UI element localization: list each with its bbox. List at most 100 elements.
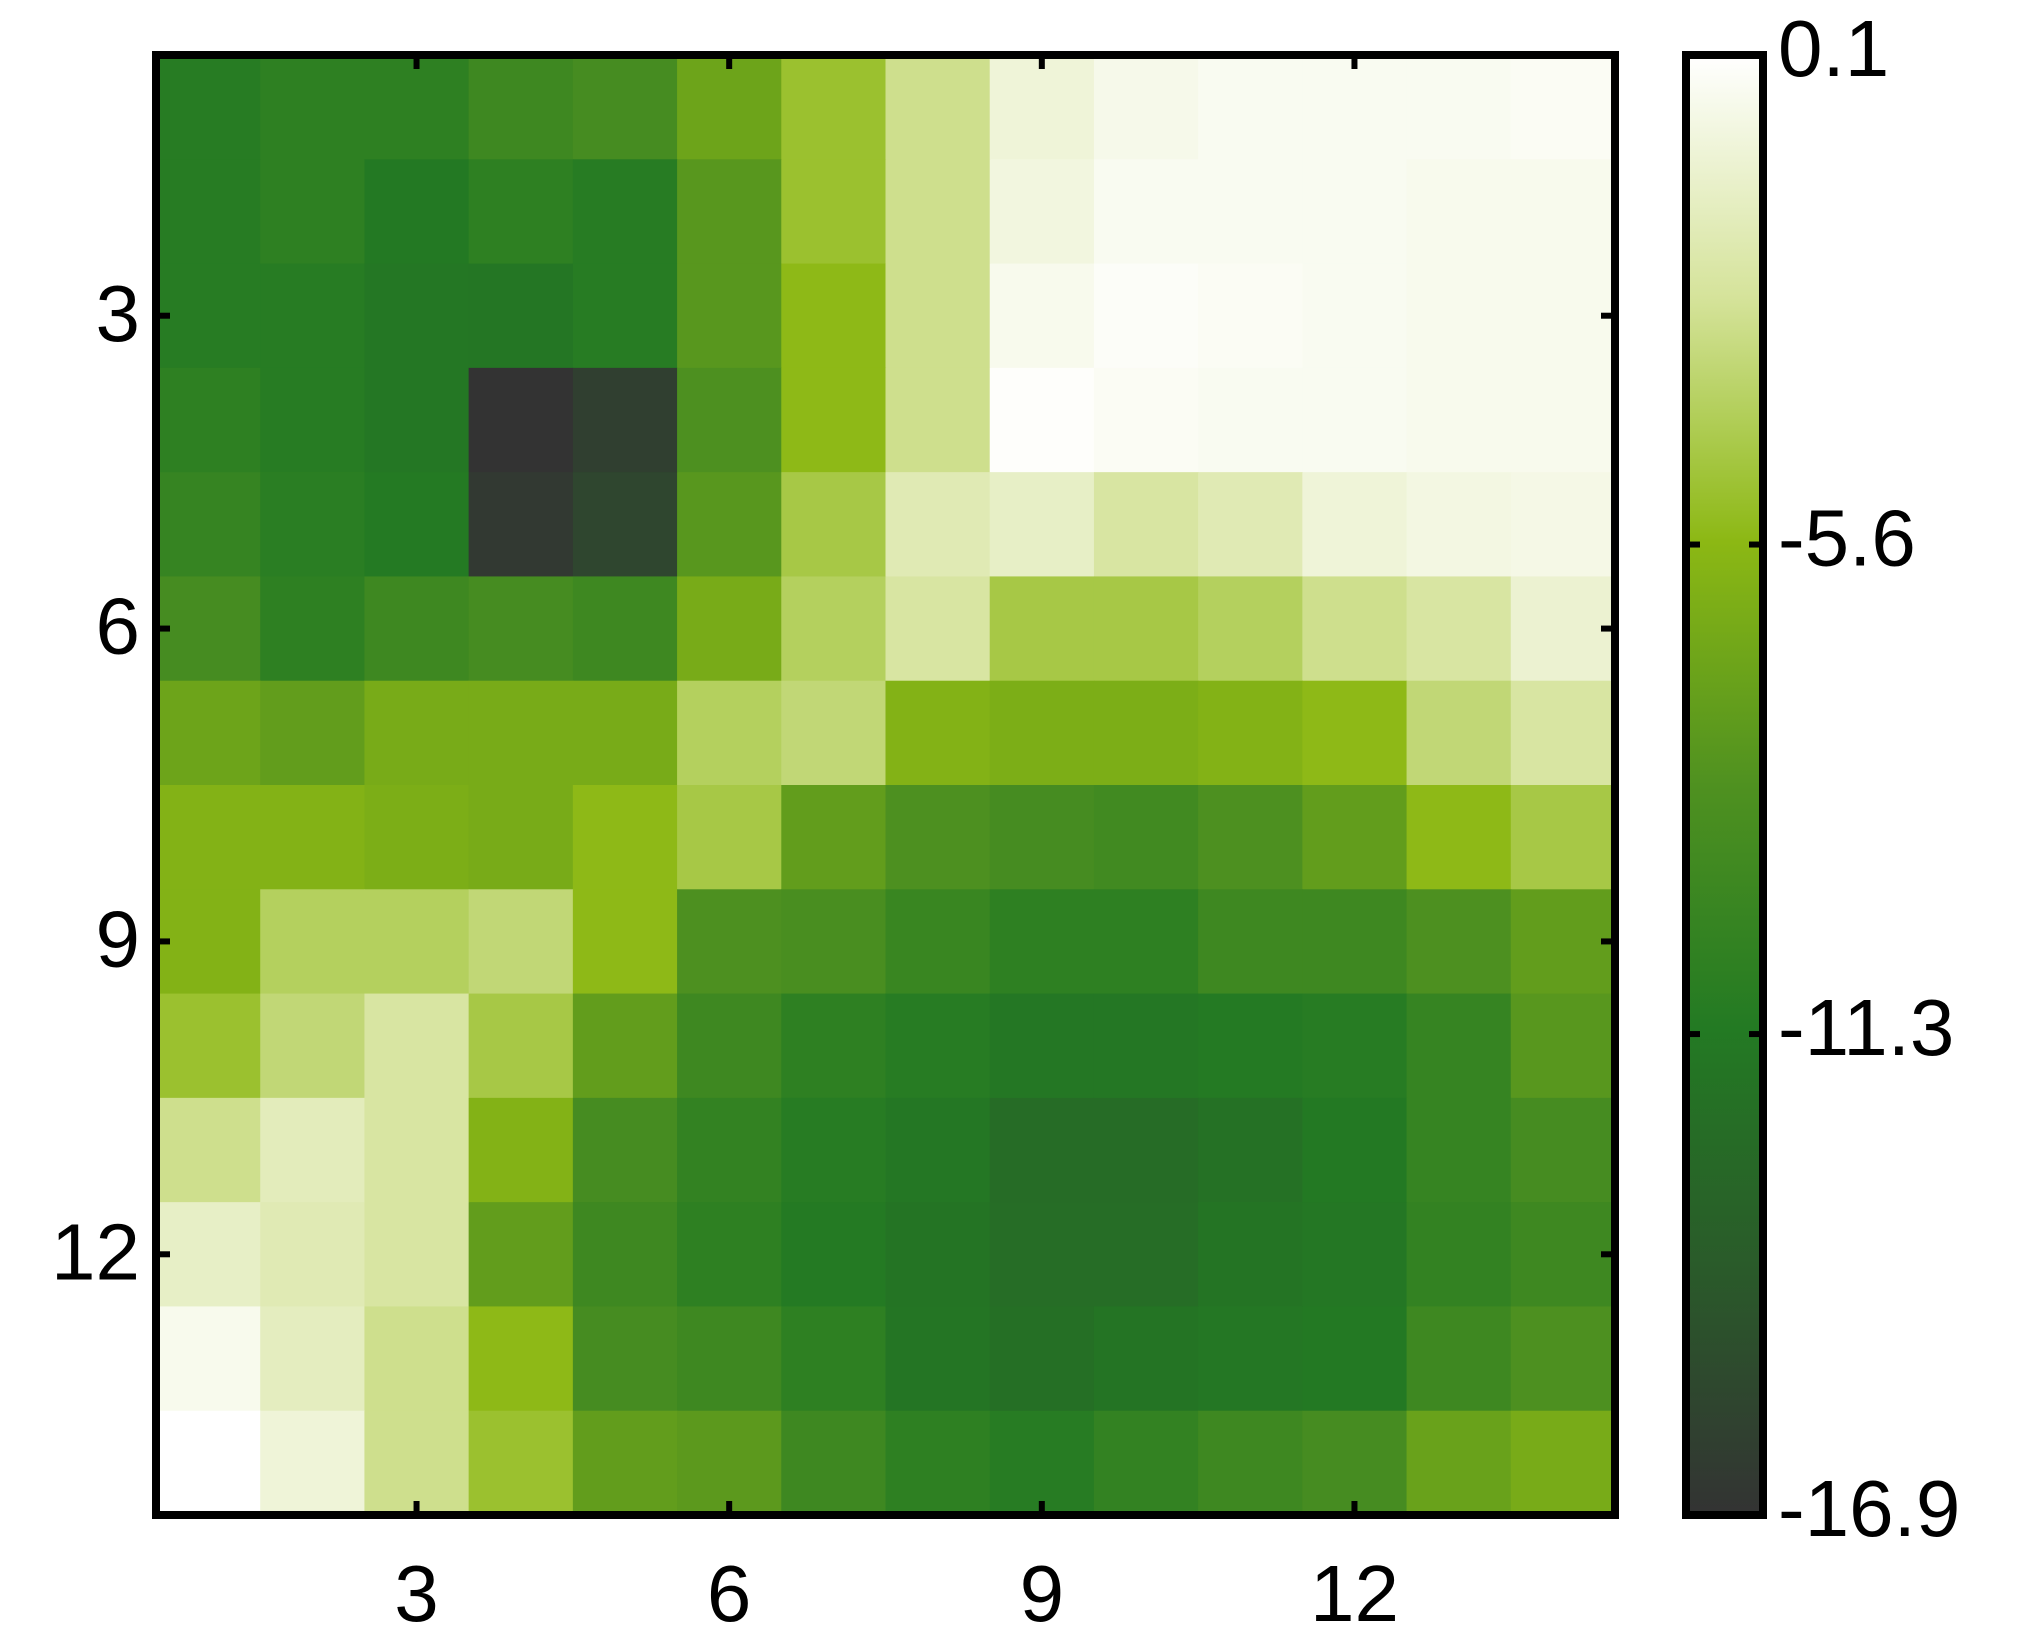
heatmap-cell <box>468 367 574 473</box>
heatmap-cell <box>156 680 261 786</box>
heatmap-cell <box>1406 367 1512 473</box>
y-tick-label: 12 <box>51 1207 140 1296</box>
heatmap-cell <box>156 263 261 369</box>
heatmap-cell <box>156 889 261 995</box>
heatmap-cell <box>260 472 366 578</box>
heatmap-cell <box>1198 680 1303 786</box>
heatmap-cell <box>781 1097 887 1203</box>
heatmap-cell <box>364 1097 470 1203</box>
heatmap-cell <box>468 1306 574 1412</box>
heatmap-cell <box>1198 785 1303 890</box>
heatmap-cell <box>468 55 574 160</box>
heatmap-cell <box>364 889 470 995</box>
y-tick-label: 6 <box>96 582 141 671</box>
heatmap-cell <box>260 785 366 890</box>
heatmap-cell <box>364 1306 470 1412</box>
y-tick-label: 3 <box>96 269 141 358</box>
x-tick-label: 12 <box>1310 1549 1399 1638</box>
heatmap-cell <box>781 785 887 890</box>
heatmap-cell <box>1093 472 1199 578</box>
heatmap-cell <box>1093 55 1199 160</box>
heatmap-cell <box>1093 785 1199 890</box>
heatmap-cell <box>989 55 1095 160</box>
heatmap-cell <box>260 55 366 160</box>
heatmap-cell <box>1510 1097 1616 1203</box>
heatmap-cell <box>781 159 887 265</box>
heatmap-cell <box>572 1410 678 1516</box>
heatmap-cell <box>989 576 1095 682</box>
heatmap-cell <box>781 1410 887 1516</box>
heatmap-cell <box>1406 576 1512 682</box>
heatmap-cell <box>572 785 678 890</box>
heatmap-cell <box>677 680 782 786</box>
heatmap-cell <box>1093 159 1199 265</box>
heatmap-cell <box>989 1097 1095 1203</box>
heatmap-cell <box>1406 263 1512 369</box>
heatmap-cell <box>156 1410 261 1516</box>
heatmap-cell <box>677 263 782 369</box>
heatmap-cell <box>781 680 887 786</box>
heatmap-cell <box>1093 1202 1199 1308</box>
heatmap-cell <box>1510 159 1616 265</box>
heatmap-cell <box>781 1202 887 1308</box>
heatmap-cell <box>781 1306 887 1412</box>
heatmap-cell <box>1302 263 1408 369</box>
heatmap-cell <box>468 1410 574 1516</box>
heatmap-cell <box>677 159 782 265</box>
heatmap-cell <box>1510 472 1616 578</box>
heatmap-cell <box>1510 367 1616 473</box>
heatmap-cell <box>468 1202 574 1308</box>
heatmap-cell <box>1093 1410 1199 1516</box>
heatmap-cell <box>572 1097 678 1203</box>
heatmap-cell <box>1510 1410 1616 1516</box>
heatmap-cell <box>156 1306 261 1412</box>
heatmap-cell <box>468 785 574 890</box>
heatmap-cell <box>781 576 887 682</box>
heatmap-cell <box>1198 472 1303 578</box>
colorbar-tick-label: 0.1 <box>1778 4 1889 93</box>
heatmap-cell <box>1302 55 1408 160</box>
heatmap-cell <box>1198 159 1303 265</box>
heatmap-cell <box>885 1097 991 1203</box>
heatmap-cell <box>677 472 782 578</box>
x-tick-label: 6 <box>707 1549 752 1638</box>
heatmap-cell <box>1093 1306 1199 1412</box>
colorbar-tick-label: -11.3 <box>1778 983 1954 1072</box>
heatmap-cell <box>1302 576 1408 682</box>
heatmap-cell <box>364 1202 470 1308</box>
heatmap-cell <box>677 1202 782 1308</box>
heatmap-cell <box>364 472 470 578</box>
heatmap-cell <box>1510 680 1616 786</box>
heatmap-cell <box>885 55 991 160</box>
heatmap-cell <box>677 576 782 682</box>
heatmap-cell <box>1093 993 1199 1099</box>
heatmap-cell <box>364 785 470 890</box>
heatmap-cell <box>1093 889 1199 995</box>
heatmap-cell <box>572 576 678 682</box>
heatmap-cell <box>1093 367 1199 473</box>
heatmap-cell <box>1302 1202 1408 1308</box>
heatmap-cell <box>989 889 1095 995</box>
heatmap-cell <box>989 680 1095 786</box>
heatmap-cell <box>1510 55 1616 160</box>
heatmap-cell <box>1406 1410 1512 1516</box>
heatmap-cell <box>1198 263 1303 369</box>
heatmap-cell <box>1198 55 1303 160</box>
colorbar <box>1682 51 1767 1519</box>
heatmap-cell <box>572 472 678 578</box>
heatmap-cell <box>989 1202 1095 1308</box>
heatmap-cell <box>260 159 366 265</box>
heatmap-cell <box>989 472 1095 578</box>
heatmap-cell <box>1406 1202 1512 1308</box>
heatmap-cell <box>260 367 366 473</box>
heatmap-cell <box>1406 472 1512 578</box>
heatmap-cell <box>364 680 470 786</box>
heatmap-cell <box>989 993 1095 1099</box>
heatmap-cell <box>1198 993 1303 1099</box>
heatmap-cell <box>156 1097 261 1203</box>
heatmap-cell <box>364 263 470 369</box>
heatmap-cell <box>1198 1202 1303 1308</box>
colorbar-tick-label: -16.9 <box>1778 1464 1960 1553</box>
heatmap-cell <box>156 55 261 160</box>
heatmap-cell <box>1198 1097 1303 1203</box>
